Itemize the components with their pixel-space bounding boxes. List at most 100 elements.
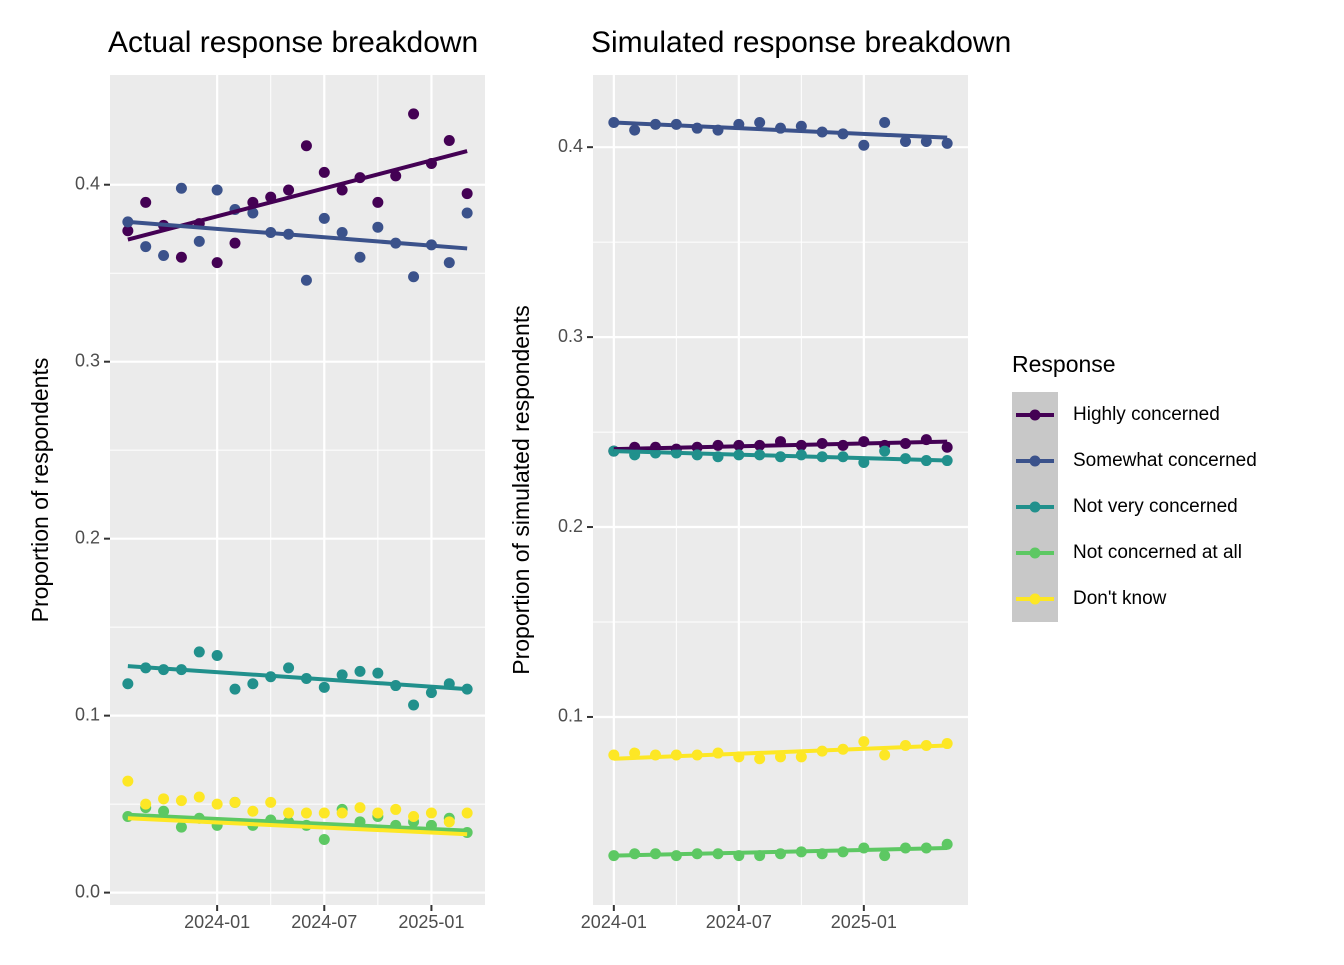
chart-title: Actual response breakdown [108,26,478,59]
data-point [629,124,641,136]
x-tick-label: 2024-01 [184,912,250,932]
data-point [122,225,134,237]
legend-label: Not very concerned [1073,496,1238,517]
data-point [336,227,348,239]
data-point [461,807,473,819]
data-point [390,803,402,815]
data-point [318,681,330,693]
panel-background [110,75,485,905]
x-tick-label: 2024-07 [291,912,357,932]
legend-item: Don't know [1016,588,1167,609]
legend-item: Somewhat concerned [1016,450,1257,471]
trend-line [613,846,948,858]
legend-key-point [1029,593,1041,605]
data-point [408,108,420,120]
data-point [229,796,241,808]
legend-key-point [1029,501,1041,513]
data-point [300,807,312,819]
data-point [629,747,641,759]
data-point [158,805,170,817]
data-point [879,116,891,128]
data-point [175,182,187,194]
legend-key-point [1029,455,1041,467]
data-point [158,793,170,805]
data-point [229,237,241,249]
y-tick-label: 0.4 [558,136,583,156]
data-point [372,221,384,233]
data-point [941,441,953,453]
y-tick-label: 0.2 [558,516,583,536]
data-point [372,667,384,679]
trend-line [613,120,948,140]
y-tick-label: 0.1 [558,706,583,726]
legend-key-point [1029,547,1041,559]
data-point [300,140,312,152]
legend-label: Somewhat concerned [1073,450,1257,471]
y-tick-label: 0.0 [75,881,100,901]
data-point [879,445,891,457]
y-axis-label: Proportion of respondents [27,358,53,623]
data-point [354,665,366,677]
data-point [461,207,473,219]
data-point [211,184,223,196]
data-point [408,811,420,823]
legend-key-point [1029,409,1041,421]
data-point [461,188,473,200]
data-point [879,749,891,761]
data-point [211,798,223,810]
data-point [336,669,348,681]
chart-title: Simulated response breakdown [591,26,1011,59]
x-tick-label: 2024-07 [706,912,772,932]
trend-line [127,812,468,833]
panel-background [593,75,968,905]
data-point [795,751,807,763]
data-point [443,257,455,269]
data-point [425,687,437,699]
y-tick-label: 0.3 [558,326,583,346]
data-point [318,166,330,178]
trend-line [613,743,948,761]
data-point [336,807,348,819]
x-tick-label: 2024-01 [581,912,647,932]
data-point [754,753,766,765]
y-tick-label: 0.3 [75,350,100,370]
data-point [229,683,241,695]
data-point [900,135,911,147]
data-point [372,807,384,819]
data-point [318,834,330,846]
data-point [372,196,384,208]
data-point [175,821,187,833]
trend-line [127,219,468,251]
data-point [247,805,259,817]
data-point [193,646,205,658]
data-point [140,196,152,208]
data-point [336,184,348,196]
data-point [879,850,891,862]
data-point [390,170,402,182]
data-point [300,274,312,286]
data-point [443,134,455,146]
data-point [122,775,134,787]
data-point [318,807,330,819]
data-point [408,271,420,283]
x-tick-label: 2025-01 [831,912,897,932]
y-tick-label: 0.1 [75,704,100,724]
y-tick-label: 0.4 [75,173,100,193]
legend-label: Highly concerned [1073,404,1220,425]
data-point [283,184,295,196]
legend-label: Don't know [1073,588,1167,609]
trend-line [613,449,948,463]
data-point [941,137,953,149]
x-tick-label: 2025-01 [398,912,464,932]
data-point [318,212,330,224]
data-point [211,649,223,661]
y-tick-label: 0.2 [75,527,100,547]
data-point [247,207,259,219]
legend-title: Response [1012,351,1116,377]
data-point [193,791,205,803]
data-point [140,798,152,810]
data-point [354,251,366,263]
data-point [754,116,766,128]
data-point [354,802,366,814]
